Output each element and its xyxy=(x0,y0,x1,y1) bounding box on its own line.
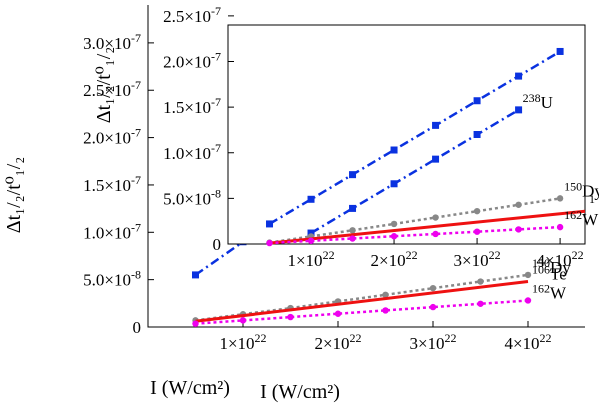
main-data-point xyxy=(429,284,437,292)
main-annotation-162W: 162W xyxy=(532,281,567,302)
inset-annotation-238U-b: 238U xyxy=(523,91,553,112)
inset-series-line xyxy=(269,197,561,244)
inset-data-point xyxy=(390,233,398,240)
inset-y-axis-label: Δt₁/₂/t⁰₁/₂ xyxy=(93,47,115,124)
main-data-point xyxy=(477,278,484,285)
inset-data-point xyxy=(266,239,273,247)
main-series-line xyxy=(195,299,529,325)
inset-data-point xyxy=(432,121,440,129)
inset-data-point xyxy=(432,214,439,221)
main-data-point xyxy=(382,291,389,298)
inset-annotation-162W: 162W xyxy=(564,208,599,229)
inset-data-point xyxy=(515,72,523,80)
inset-data-point xyxy=(390,220,398,228)
inset-data-point xyxy=(473,228,481,235)
main-x-axis-label: I (W/cm²) xyxy=(150,377,230,399)
inset-data-point xyxy=(349,204,357,212)
main-x-tick-label: 1×1022 xyxy=(219,331,266,353)
main-y-tick-label: 0 xyxy=(133,318,142,337)
main-y-tick-label: 1.0×10-7 xyxy=(83,220,141,242)
main-data-point xyxy=(192,271,199,279)
inset-data-point xyxy=(349,235,356,242)
main-data-point xyxy=(524,271,532,279)
main-y-tick-label: 3.0×10-7 xyxy=(83,31,141,53)
main-x-tick-label: 2×1022 xyxy=(314,331,361,353)
main-data-point xyxy=(287,313,294,321)
main-data-point xyxy=(192,320,199,327)
main-series-162W xyxy=(192,297,532,327)
inset-y-tick-label: 2.5×10-7 xyxy=(163,4,221,26)
inset-data-point xyxy=(556,223,564,231)
inset-data-point xyxy=(515,106,523,114)
main-series-line xyxy=(195,280,529,323)
inset-data-point xyxy=(349,171,357,179)
inset-data-point xyxy=(390,146,398,154)
main-data-point xyxy=(382,307,389,314)
inset-x-axis-label: I (W/cm²) xyxy=(260,381,340,403)
main-x-tick-label: 4×1022 xyxy=(504,331,551,353)
inset-data-point xyxy=(349,227,356,234)
inset-data-point xyxy=(515,201,522,208)
inset-data-point xyxy=(307,195,315,203)
inset-y-tick-label: 2.0×10-7 xyxy=(163,50,221,72)
inset-data-point xyxy=(432,230,439,238)
inset-series-line xyxy=(269,209,586,245)
main-annotation-106Te: 106Te xyxy=(532,263,567,284)
inset-x-tick-label: 2×1022 xyxy=(370,248,417,270)
inset-y-tick-label: 0 xyxy=(213,235,222,254)
inset-y-tick-label: 5.0×10-8 xyxy=(163,186,221,208)
inset-y-tick-label: 1.5×10-7 xyxy=(163,95,221,117)
inset-frame xyxy=(227,24,586,245)
inset-x-tick-label: 3×1022 xyxy=(454,248,501,270)
inset-data-point xyxy=(432,155,440,163)
main-x-tick-label: 3×1022 xyxy=(409,331,456,353)
main-data-point xyxy=(524,297,532,304)
main-y-tick-label: 2.5×10-7 xyxy=(83,78,141,100)
inset-data-point xyxy=(390,180,398,188)
inset-series-line xyxy=(310,108,520,235)
main-data-point xyxy=(334,310,342,317)
inset-panel: 0 5.0×10-8 1.0×10-7 1.5×10-7 2.0×10-7 2.5×10-… xyxy=(93,4,599,403)
inset-series-238U-b xyxy=(307,106,523,237)
main-data-point xyxy=(477,300,484,307)
inset-x-tick-label: 4×1022 xyxy=(537,248,584,270)
inset-y-tick-label: 1.0×10-7 xyxy=(163,141,221,163)
inset-annotation-150Dy: 150Dy xyxy=(564,179,599,200)
inset-data-point xyxy=(556,195,564,202)
inset-data-point xyxy=(266,220,274,228)
main-data-point xyxy=(239,317,247,324)
main-y-tick-label: 1.5×10-7 xyxy=(83,173,141,195)
inset-data-point xyxy=(515,226,522,233)
inset-data-point xyxy=(473,207,481,215)
inset-annotation-106Te: 1 xyxy=(589,192,595,206)
main-data-point xyxy=(429,303,437,311)
inset-series-238U xyxy=(266,47,564,228)
main-annotation-150Dy: 150Dy xyxy=(532,256,571,277)
inset-data-point xyxy=(556,47,564,55)
inset-data-point xyxy=(473,97,481,105)
inset-data-point xyxy=(307,237,315,245)
main-y-axis-label: Δt₁/₂/t⁰₁/₂ xyxy=(3,157,25,234)
main-series-106Te xyxy=(195,280,529,323)
inset-data-point xyxy=(307,229,315,237)
inset-series-106Te xyxy=(269,209,586,245)
inset-series-line xyxy=(269,225,561,245)
inset-data-point xyxy=(473,131,481,138)
main-y-tick-label: 5.0×10-8 xyxy=(83,268,141,290)
inset-series-162W xyxy=(266,223,564,247)
main-y-tick-label: 2.0×10-7 xyxy=(83,126,141,148)
inset-x-tick-label: 1×1022 xyxy=(287,248,334,270)
